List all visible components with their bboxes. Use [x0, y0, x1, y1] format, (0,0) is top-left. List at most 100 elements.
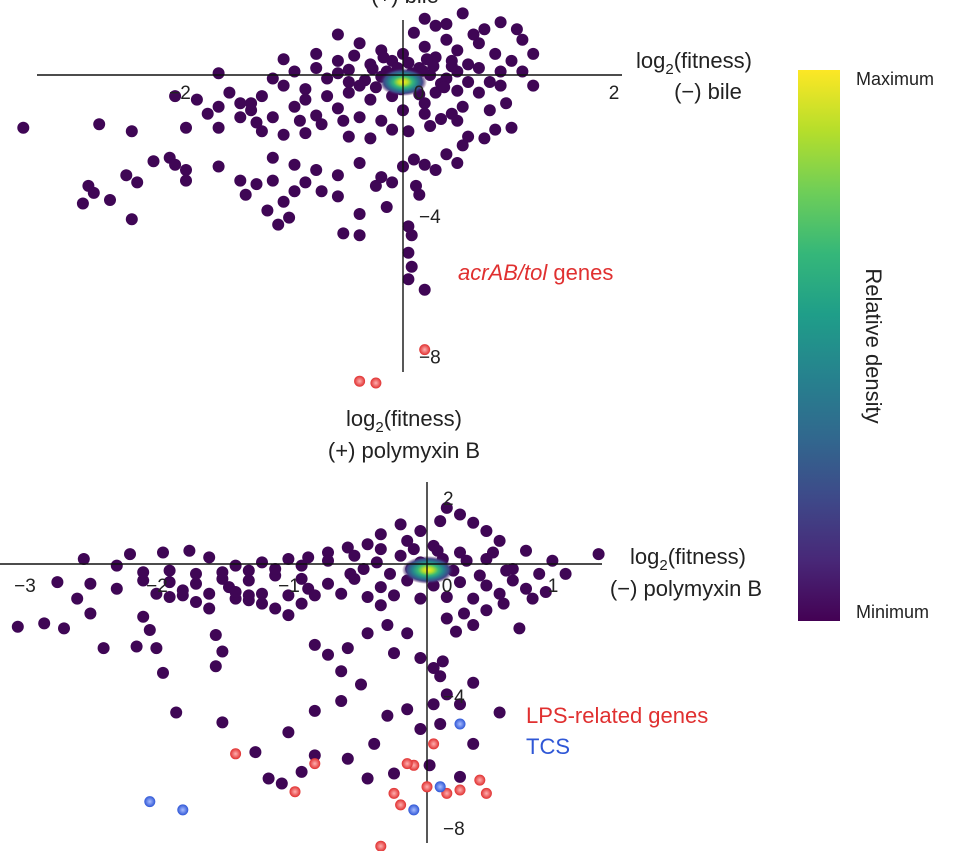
data-point: [277, 195, 290, 208]
data-point: [295, 572, 308, 585]
polymyxin-points: [11, 501, 605, 790]
data-point: [388, 589, 400, 602]
data-point: [456, 7, 469, 20]
data-point: [497, 597, 510, 610]
data-point: [299, 176, 312, 189]
data-point: [418, 107, 431, 120]
data-point: [506, 574, 519, 587]
highlight-point: [419, 344, 431, 356]
data-point: [130, 640, 143, 653]
data-point: [283, 211, 296, 224]
x-tick-label: −1: [278, 576, 300, 597]
data-point: [489, 47, 502, 60]
data-point: [374, 528, 387, 541]
data-point: [369, 179, 382, 192]
data-point: [472, 86, 485, 99]
data-point: [322, 546, 334, 559]
data-point: [71, 592, 84, 605]
data-point: [322, 577, 334, 590]
data-point: [348, 49, 361, 62]
highlight-point: [309, 758, 321, 770]
data-point: [361, 627, 374, 640]
polymyxin-y-title-line2: (+) polymyxin B: [328, 438, 480, 463]
data-point: [239, 188, 252, 201]
data-point: [414, 723, 427, 735]
bile-x-title-line2: (−) bile: [674, 79, 742, 104]
data-point: [180, 121, 192, 134]
data-point: [375, 171, 388, 184]
data-point: [331, 102, 344, 115]
data-point: [269, 563, 282, 575]
data-point: [423, 759, 436, 772]
data-point: [410, 179, 422, 192]
data-point: [418, 283, 431, 296]
data-point: [402, 56, 415, 69]
data-point: [308, 589, 321, 602]
data-point: [451, 84, 464, 97]
data-point: [295, 597, 308, 610]
highlight-point: [388, 787, 400, 799]
data-point: [405, 260, 418, 273]
data-point: [110, 582, 123, 595]
highlight-point: [354, 375, 366, 387]
data-point: [480, 604, 493, 617]
polymyxin-density-core: [402, 556, 454, 584]
data-point: [229, 559, 242, 572]
colorbar-max-label: Maximum: [856, 69, 934, 89]
data-point: [460, 554, 473, 567]
data-point: [269, 602, 282, 615]
data-point: [355, 678, 367, 691]
x-tick-label: 2: [609, 83, 620, 104]
data-point: [450, 625, 462, 638]
data-point: [374, 543, 387, 556]
data-point: [124, 548, 136, 561]
data-point: [212, 121, 225, 134]
data-point: [493, 587, 506, 600]
highlight-point: [375, 840, 387, 851]
data-point: [331, 190, 344, 203]
y-tick-label: −4: [443, 687, 465, 708]
data-point: [434, 515, 447, 528]
bile-x-ticks: −2 2: [169, 83, 619, 104]
data-point: [295, 559, 308, 572]
x-tick-label: −2: [146, 576, 168, 597]
data-point: [104, 194, 116, 206]
data-point: [478, 132, 491, 145]
data-point: [473, 569, 486, 582]
data-point: [494, 79, 507, 92]
data-point: [361, 538, 374, 551]
data-point: [388, 767, 400, 780]
data-point: [369, 81, 382, 94]
data-point: [405, 229, 418, 242]
data-point: [494, 16, 507, 29]
data-point: [190, 567, 202, 580]
data-point: [394, 518, 407, 531]
data-point: [131, 176, 144, 189]
data-point: [310, 109, 323, 122]
data-point: [414, 652, 427, 664]
data-point: [245, 97, 258, 110]
data-point: [440, 591, 453, 603]
data-point: [456, 139, 469, 152]
legend-tcs: TCS: [526, 734, 570, 759]
data-point: [337, 114, 350, 127]
data-point: [282, 553, 295, 565]
bile-highlight-points: [354, 344, 431, 389]
data-point: [308, 749, 321, 762]
data-point: [487, 546, 499, 559]
data-point: [308, 638, 321, 651]
data-point: [440, 612, 453, 625]
data-point: [384, 567, 396, 580]
data-point: [97, 642, 110, 655]
data-point: [93, 118, 106, 131]
y-tick-label: −8: [443, 819, 465, 840]
data-point: [212, 160, 225, 173]
data-point: [418, 40, 431, 53]
data-point: [272, 218, 285, 231]
colorbar-min-label: Minimum: [856, 602, 929, 622]
data-point: [335, 665, 348, 678]
data-point: [467, 737, 480, 750]
data-point: [310, 47, 323, 60]
colorbar-gradient: [798, 70, 840, 621]
polymyxin-x-title: log2(fitness): [630, 544, 746, 574]
